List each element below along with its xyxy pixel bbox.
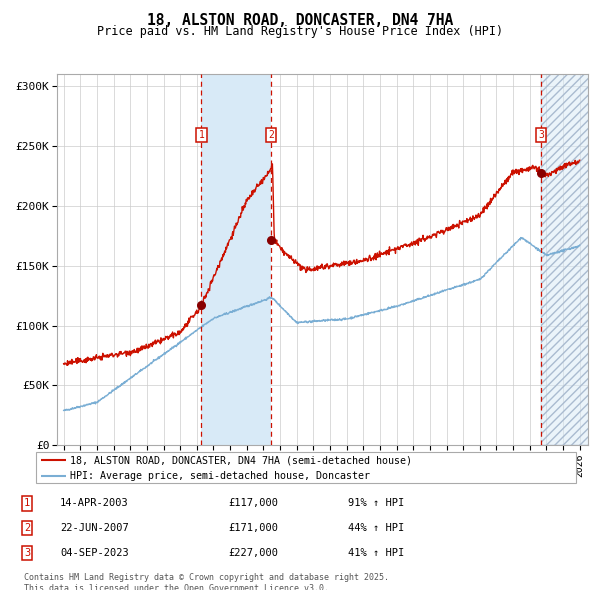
- Text: 22-JUN-2007: 22-JUN-2007: [60, 523, 129, 533]
- Text: 18, ALSTON ROAD, DONCASTER, DN4 7HA (semi-detached house): 18, ALSTON ROAD, DONCASTER, DN4 7HA (sem…: [70, 455, 412, 466]
- FancyBboxPatch shape: [36, 453, 576, 483]
- Text: 14-APR-2003: 14-APR-2003: [60, 499, 129, 508]
- Text: 2: 2: [24, 523, 30, 533]
- Text: 41% ↑ HPI: 41% ↑ HPI: [348, 548, 404, 558]
- Text: 3: 3: [538, 130, 544, 140]
- Bar: [541, 74, 600, 445]
- Text: £117,000: £117,000: [228, 499, 278, 508]
- Text: £171,000: £171,000: [228, 523, 278, 533]
- Text: 2: 2: [268, 130, 274, 140]
- Text: 18, ALSTON ROAD, DONCASTER, DN4 7HA: 18, ALSTON ROAD, DONCASTER, DN4 7HA: [147, 13, 453, 28]
- Text: 3: 3: [24, 548, 30, 558]
- Text: 1: 1: [199, 130, 205, 140]
- Text: 44% ↑ HPI: 44% ↑ HPI: [348, 523, 404, 533]
- Text: 04-SEP-2023: 04-SEP-2023: [60, 548, 129, 558]
- Text: Contains HM Land Registry data © Crown copyright and database right 2025.
This d: Contains HM Land Registry data © Crown c…: [24, 573, 389, 590]
- Bar: [541, 74, 600, 445]
- Text: HPI: Average price, semi-detached house, Doncaster: HPI: Average price, semi-detached house,…: [70, 471, 370, 481]
- Bar: [202, 74, 271, 445]
- Text: 91% ↑ HPI: 91% ↑ HPI: [348, 499, 404, 508]
- Text: Price paid vs. HM Land Registry's House Price Index (HPI): Price paid vs. HM Land Registry's House …: [97, 25, 503, 38]
- Text: £227,000: £227,000: [228, 548, 278, 558]
- Text: 1: 1: [24, 499, 30, 508]
